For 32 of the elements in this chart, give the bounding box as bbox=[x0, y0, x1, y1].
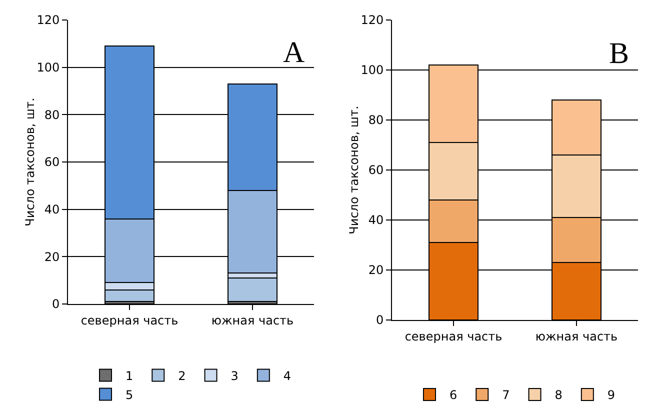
y-axis-title: Число таксонов, шт. bbox=[23, 98, 37, 226]
legend-label: 6 bbox=[450, 388, 458, 402]
y-tick-label: 20 bbox=[368, 263, 384, 278]
y-tick-label: 20 bbox=[44, 250, 60, 264]
legend-label: 1 bbox=[126, 368, 134, 383]
x-tick-label: северная часть bbox=[404, 329, 502, 344]
annotation: А bbox=[283, 36, 305, 69]
legend-label: 4 bbox=[283, 368, 292, 383]
bar bbox=[227, 277, 278, 302]
legend-label: 9 bbox=[607, 388, 616, 402]
y-tick-label: 0 bbox=[376, 313, 384, 328]
legend-label: 7 bbox=[502, 388, 510, 402]
y-tick-label: 120 bbox=[360, 13, 384, 28]
y-tick-label: 120 bbox=[36, 13, 60, 28]
y-tick-label: 40 bbox=[368, 213, 384, 228]
y-tick-label: 60 bbox=[368, 163, 384, 178]
y-tick-label: 80 bbox=[368, 113, 384, 128]
y-tick-label: 0 bbox=[52, 297, 60, 312]
y-tick-label: 100 bbox=[360, 63, 384, 78]
legend-label: 5 bbox=[126, 388, 134, 402]
x-tick-label: южная часть bbox=[211, 313, 294, 328]
y-tick-label: 80 bbox=[44, 108, 60, 122]
annotation: В bbox=[609, 37, 630, 70]
x-tick-label: южная часть bbox=[535, 329, 618, 344]
y-axis-title: Число таксонов, шт. bbox=[347, 106, 361, 234]
legend-label: 3 bbox=[230, 368, 238, 383]
legend-label: 8 bbox=[554, 388, 562, 402]
y-tick-label: 100 bbox=[36, 60, 60, 75]
legend-label: 2 bbox=[178, 368, 186, 383]
y-tick-label: 40 bbox=[44, 202, 60, 217]
y-tick-label: 60 bbox=[44, 155, 60, 170]
x-tick-label: северная часть bbox=[80, 313, 178, 328]
